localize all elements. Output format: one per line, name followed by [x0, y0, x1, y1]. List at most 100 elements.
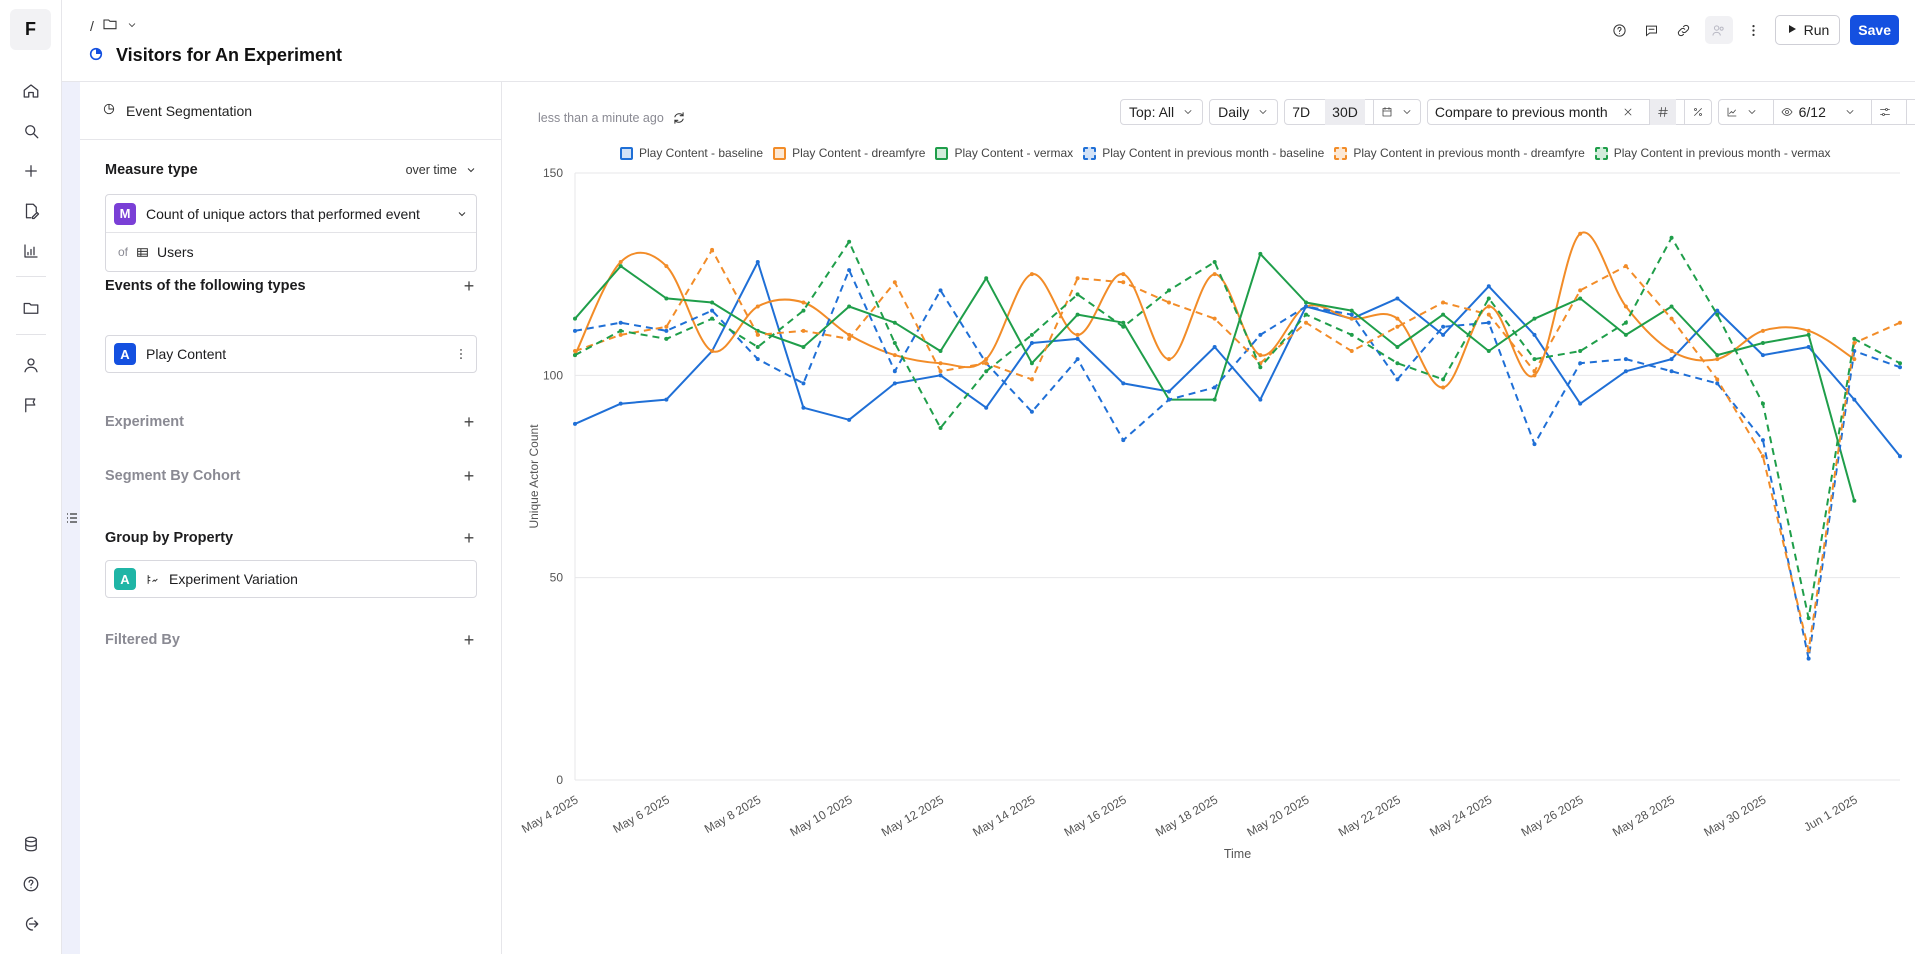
date-picker-button[interactable] — [1372, 99, 1420, 125]
add-filter-icon[interactable]: + — [463, 630, 475, 650]
data-point — [755, 304, 760, 309]
search-icon[interactable] — [19, 119, 43, 143]
add-cohort-icon[interactable]: + — [463, 466, 475, 486]
series-line — [574, 269, 1901, 660]
interval-value: Daily — [1218, 104, 1250, 120]
data-point — [1669, 316, 1674, 321]
refresh-icon[interactable] — [672, 111, 686, 125]
run-button[interactable]: Run — [1774, 15, 1841, 45]
close-icon[interactable] — [1622, 106, 1634, 118]
data-point — [847, 417, 852, 422]
y-tick-label: 0 — [556, 773, 563, 787]
event-row[interactable]: A Play Content — [105, 335, 477, 373]
home-icon[interactable] — [19, 79, 43, 103]
plus-icon[interactable] — [19, 159, 43, 183]
data-point — [710, 316, 715, 321]
data-point — [892, 280, 897, 285]
data-point — [1486, 320, 1491, 325]
sort-button[interactable] — [1905, 99, 1915, 125]
x-tick-label: May 26 2025 — [1519, 792, 1586, 839]
data-point — [1715, 357, 1720, 362]
data-point — [1258, 397, 1263, 402]
data-point — [1395, 296, 1400, 301]
data-point — [618, 264, 623, 269]
data-point — [1532, 332, 1537, 337]
measure-mode-dropdown[interactable]: over time — [406, 163, 477, 177]
percent-toggle[interactable] — [1683, 99, 1711, 125]
data-point — [984, 361, 989, 366]
logout-icon[interactable] — [19, 912, 43, 936]
app-logo[interactable]: F — [10, 9, 51, 50]
line-chart: 0 50 100 150 May 4 2025 May 6 2025 May 8 2025 M… — [519, 166, 1902, 861]
link-icon[interactable] — [1673, 19, 1695, 41]
reports-icon[interactable] — [19, 239, 43, 263]
more-vertical-icon[interactable] — [454, 347, 468, 361]
data-point — [1304, 320, 1309, 325]
legend-label: Play Content in previous month - dreamfy… — [1353, 146, 1585, 160]
data-point — [1806, 648, 1811, 653]
x-tick-label: May 18 2025 — [1153, 792, 1220, 839]
interval-dropdown[interactable]: Daily — [1209, 99, 1279, 125]
folder-icon[interactable] — [102, 16, 118, 35]
chevron-down-icon[interactable] — [126, 18, 138, 34]
chart-type-dropdown[interactable] — [1719, 99, 1765, 125]
data-point — [664, 296, 669, 301]
data-point — [710, 308, 715, 313]
x-tick-label: May 12 2025 — [879, 792, 946, 839]
legend-item[interactable]: Play Content - vermax — [935, 146, 1073, 160]
chart-legend: Play Content - baseline Play Content - dr… — [620, 146, 1831, 160]
add-experiment-icon[interactable]: + — [463, 412, 475, 432]
add-event-icon[interactable]: + — [463, 276, 475, 296]
page-title: Visitors for An Experiment — [116, 45, 343, 65]
legend-item[interactable]: Play Content in previous month - vermax — [1594, 146, 1831, 160]
data-point — [1532, 357, 1537, 362]
flag-icon[interactable] — [19, 393, 43, 417]
legend-item[interactable]: Play Content - baseline — [620, 146, 763, 160]
data-point — [1806, 328, 1811, 333]
data-point — [801, 308, 806, 313]
legend-label: Play Content in previous month - baselin… — [1102, 146, 1325, 160]
help-icon[interactable] — [19, 872, 43, 896]
range-30d-button[interactable]: 30D — [1325, 99, 1365, 125]
data-point — [1212, 345, 1217, 350]
actor-selector[interactable]: of Users — [106, 233, 476, 271]
share-users-icon[interactable] — [1704, 16, 1733, 44]
chevron-down-icon — [1184, 110, 1192, 114]
edit-document-icon[interactable] — [19, 199, 43, 223]
chevron-down-icon — [467, 168, 475, 173]
of-label: of — [118, 245, 129, 259]
list-icon[interactable] — [66, 512, 78, 524]
legend-item[interactable]: Play Content in previous month - dreamfy… — [1334, 146, 1585, 160]
more-vertical-icon[interactable] — [1743, 19, 1765, 41]
group-value: Experiment Variation — [169, 571, 298, 587]
data-point — [664, 264, 669, 269]
data-point — [938, 425, 943, 430]
events-section: Events of the following types + — [105, 276, 477, 296]
group-row[interactable]: A Experiment Variation — [105, 560, 477, 598]
add-group-icon[interactable]: + — [463, 528, 475, 548]
comment-icon[interactable] — [1641, 19, 1663, 41]
data-point — [847, 304, 852, 309]
range-7d-button[interactable]: 7D — [1292, 104, 1311, 120]
help-icon[interactable] — [1609, 19, 1631, 41]
visible-series-dropdown[interactable]: 6/12 — [1772, 99, 1863, 125]
save-button[interactable]: Save — [1850, 15, 1899, 45]
data-point — [801, 405, 806, 410]
data-point — [1578, 401, 1583, 406]
settings-button[interactable] — [1870, 99, 1898, 125]
data-point — [1623, 357, 1628, 362]
legend-item[interactable]: Play Content in previous month - baselin… — [1083, 146, 1324, 160]
top-dropdown[interactable]: Top: All — [1120, 99, 1204, 125]
compare-dropdown[interactable]: Compare to previous month — [1428, 99, 1641, 125]
database-icon[interactable] — [19, 832, 43, 856]
absolute-toggle[interactable] — [1648, 99, 1676, 125]
data-point — [1212, 272, 1217, 277]
legend-swatch — [773, 146, 787, 160]
group-label: Group by Property — [105, 530, 234, 546]
data-point — [1852, 397, 1857, 402]
folder-icon[interactable] — [19, 296, 43, 320]
user-icon[interactable] — [19, 353, 43, 377]
legend-item[interactable]: Play Content - dreamfyre — [773, 146, 925, 160]
series-line — [574, 261, 1901, 457]
measure-dropdown[interactable]: M Count of unique actors that performed … — [106, 195, 476, 233]
